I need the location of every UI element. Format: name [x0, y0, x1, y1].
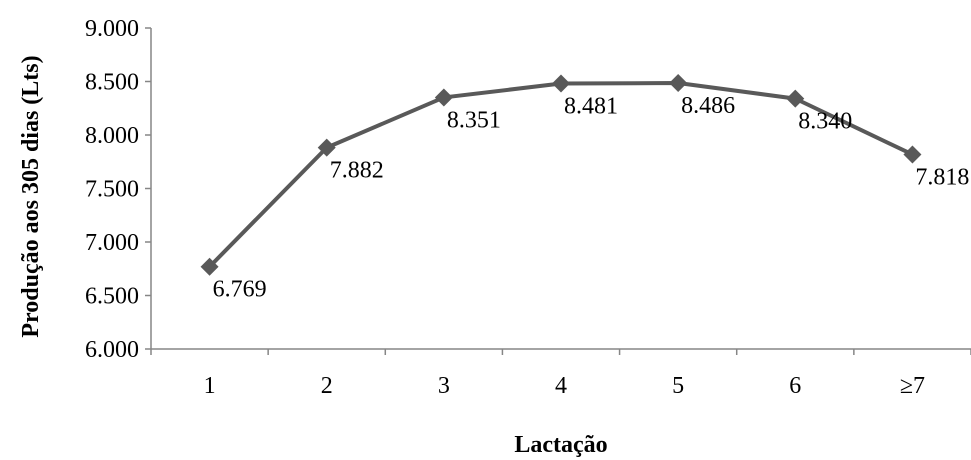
y-tick-label: 6.500: [85, 284, 139, 310]
data-point-marker: [434, 88, 453, 107]
data-label: 8.481: [564, 94, 618, 120]
x-tick-label: 1: [204, 373, 216, 399]
y-tick-label: 9.000: [85, 16, 139, 42]
x-tick-label: 5: [672, 373, 684, 399]
y-tick-label: 7.000: [85, 230, 139, 256]
data-label: 6.769: [213, 277, 267, 303]
axes: [150, 28, 971, 350]
data-label: 8.486: [681, 93, 735, 119]
x-tick-label: 2: [321, 373, 333, 399]
data-label: 7.882: [330, 158, 384, 184]
y-axis-title: Produção aos 305 dias (Lts): [18, 55, 44, 337]
data-label: 8.340: [798, 109, 852, 135]
data-point-marker: [552, 74, 570, 93]
y-tick-label: 8.500: [85, 70, 139, 96]
x-axis-ticks: 1 2 3 4 5 6 ≥7: [150, 349, 971, 399]
data-labels: 6.769 7.882 8.351 8.481 8.486 8.340 7.818: [213, 93, 970, 303]
x-tick-label: 4: [555, 373, 567, 399]
x-axis-title: Lactação: [514, 432, 607, 458]
data-point-marker: [200, 257, 219, 276]
data-label: 7.818: [915, 164, 969, 190]
x-tick-label: 6: [789, 373, 801, 399]
y-tick-label: 6.000: [85, 337, 139, 363]
data-label: 8.351: [447, 107, 501, 133]
data-point-marker: [669, 73, 688, 92]
y-tick-label: 8.000: [85, 123, 139, 149]
series-group: [200, 73, 922, 276]
data-point-marker: [903, 145, 922, 164]
y-axis-ticks: 6.000 6.500 7.000 7.500 8.000 8.500 9.000: [85, 16, 151, 363]
data-point-marker: [317, 138, 336, 157]
x-tick-label: ≥7: [900, 373, 925, 399]
y-tick-label: 7.500: [85, 177, 139, 203]
x-tick-label: 3: [438, 373, 450, 399]
data-point-marker: [786, 89, 805, 108]
